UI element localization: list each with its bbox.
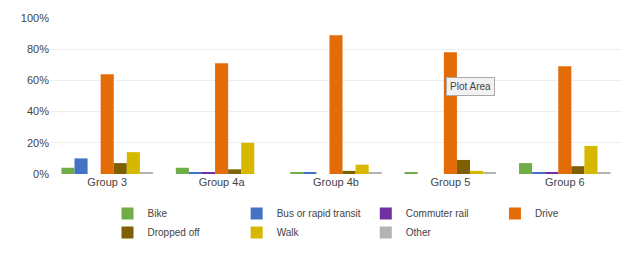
svg-text:0%: 0% xyxy=(33,168,49,180)
svg-text:Bike: Bike xyxy=(148,208,168,219)
svg-text:Group 4b: Group 4b xyxy=(313,176,359,188)
svg-text:Group 6: Group 6 xyxy=(545,176,585,188)
svg-text:Drive: Drive xyxy=(535,208,559,219)
svg-text:Dropped off: Dropped off xyxy=(148,227,200,238)
svg-text:Group 4a: Group 4a xyxy=(199,176,246,188)
svg-text:100%: 100% xyxy=(21,12,49,24)
svg-text:20%: 20% xyxy=(27,137,49,149)
svg-text:40%: 40% xyxy=(27,105,49,117)
svg-text:Other: Other xyxy=(406,227,432,238)
svg-text:60%: 60% xyxy=(27,74,49,86)
svg-text:80%: 80% xyxy=(27,43,49,55)
svg-text:Commuter rail: Commuter rail xyxy=(406,208,469,219)
svg-text:Group 3: Group 3 xyxy=(87,176,127,188)
svg-text:Bus or rapid transit: Bus or rapid transit xyxy=(277,208,361,219)
svg-text:Group 5: Group 5 xyxy=(431,176,471,188)
svg-text:Walk: Walk xyxy=(277,227,300,238)
svg-text:Plot Area: Plot Area xyxy=(450,81,491,92)
